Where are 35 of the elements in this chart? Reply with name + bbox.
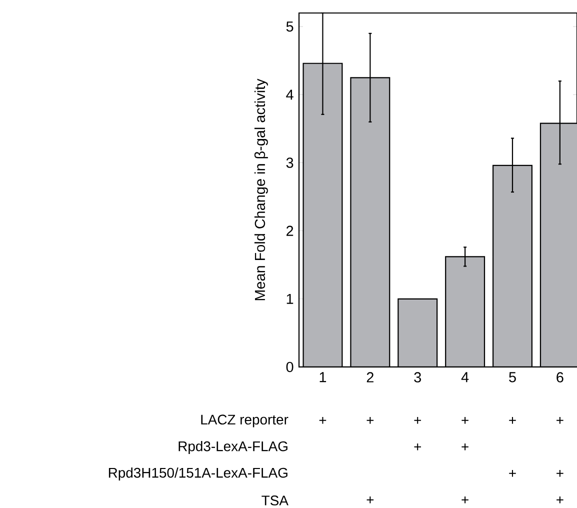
text: + bbox=[462, 443, 468, 450]
text: + bbox=[556, 416, 564, 424]
x-tick-label: 2 bbox=[366, 372, 374, 382]
text: + bbox=[414, 416, 421, 424]
y-tick-label: 2 bbox=[286, 226, 294, 236]
text: Rpd3-LexA-FLAG bbox=[178, 440, 288, 454]
bar bbox=[493, 165, 532, 367]
y-axis-title: Mean Fold Change in β-gal activity bbox=[254, 78, 268, 300]
text: + bbox=[319, 416, 326, 424]
text: + bbox=[462, 496, 468, 504]
bar bbox=[446, 256, 484, 367]
bar bbox=[303, 63, 342, 367]
text: + bbox=[556, 496, 564, 504]
x-tick-label: 3 bbox=[414, 372, 421, 382]
y-tick-label: 3 bbox=[286, 158, 294, 168]
y-tick-label: 0 bbox=[286, 362, 294, 372]
text: + bbox=[509, 470, 516, 477]
text: TSA bbox=[262, 496, 288, 506]
y-tick-label: 1 bbox=[286, 294, 294, 304]
text: + bbox=[509, 416, 516, 424]
bar bbox=[350, 78, 390, 367]
x-tick-label: 6 bbox=[556, 372, 564, 382]
text: LACZ reporter bbox=[201, 414, 288, 428]
bar bbox=[398, 298, 438, 367]
text: + bbox=[414, 443, 421, 450]
text: + bbox=[556, 470, 564, 477]
x-tick-label: 1 bbox=[320, 372, 326, 382]
text: + bbox=[366, 416, 374, 424]
x-tick-label: 5 bbox=[509, 372, 516, 382]
text: + bbox=[366, 496, 374, 504]
x-tick-label: 4 bbox=[461, 372, 469, 382]
y-tick-label: 5 bbox=[286, 22, 294, 32]
text: Rpd3H150/151A-LexA-FLAG bbox=[108, 467, 288, 480]
y-tick-label: 4 bbox=[286, 90, 294, 100]
text: + bbox=[462, 416, 468, 424]
